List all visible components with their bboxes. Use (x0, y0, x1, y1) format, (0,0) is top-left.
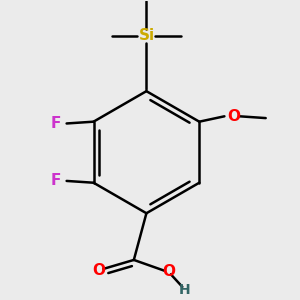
Text: O: O (162, 264, 175, 279)
Text: F: F (51, 116, 61, 131)
Text: F: F (51, 173, 61, 188)
Text: O: O (92, 263, 106, 278)
Text: Si: Si (139, 28, 155, 43)
Text: O: O (227, 109, 240, 124)
Text: H: H (178, 284, 190, 298)
